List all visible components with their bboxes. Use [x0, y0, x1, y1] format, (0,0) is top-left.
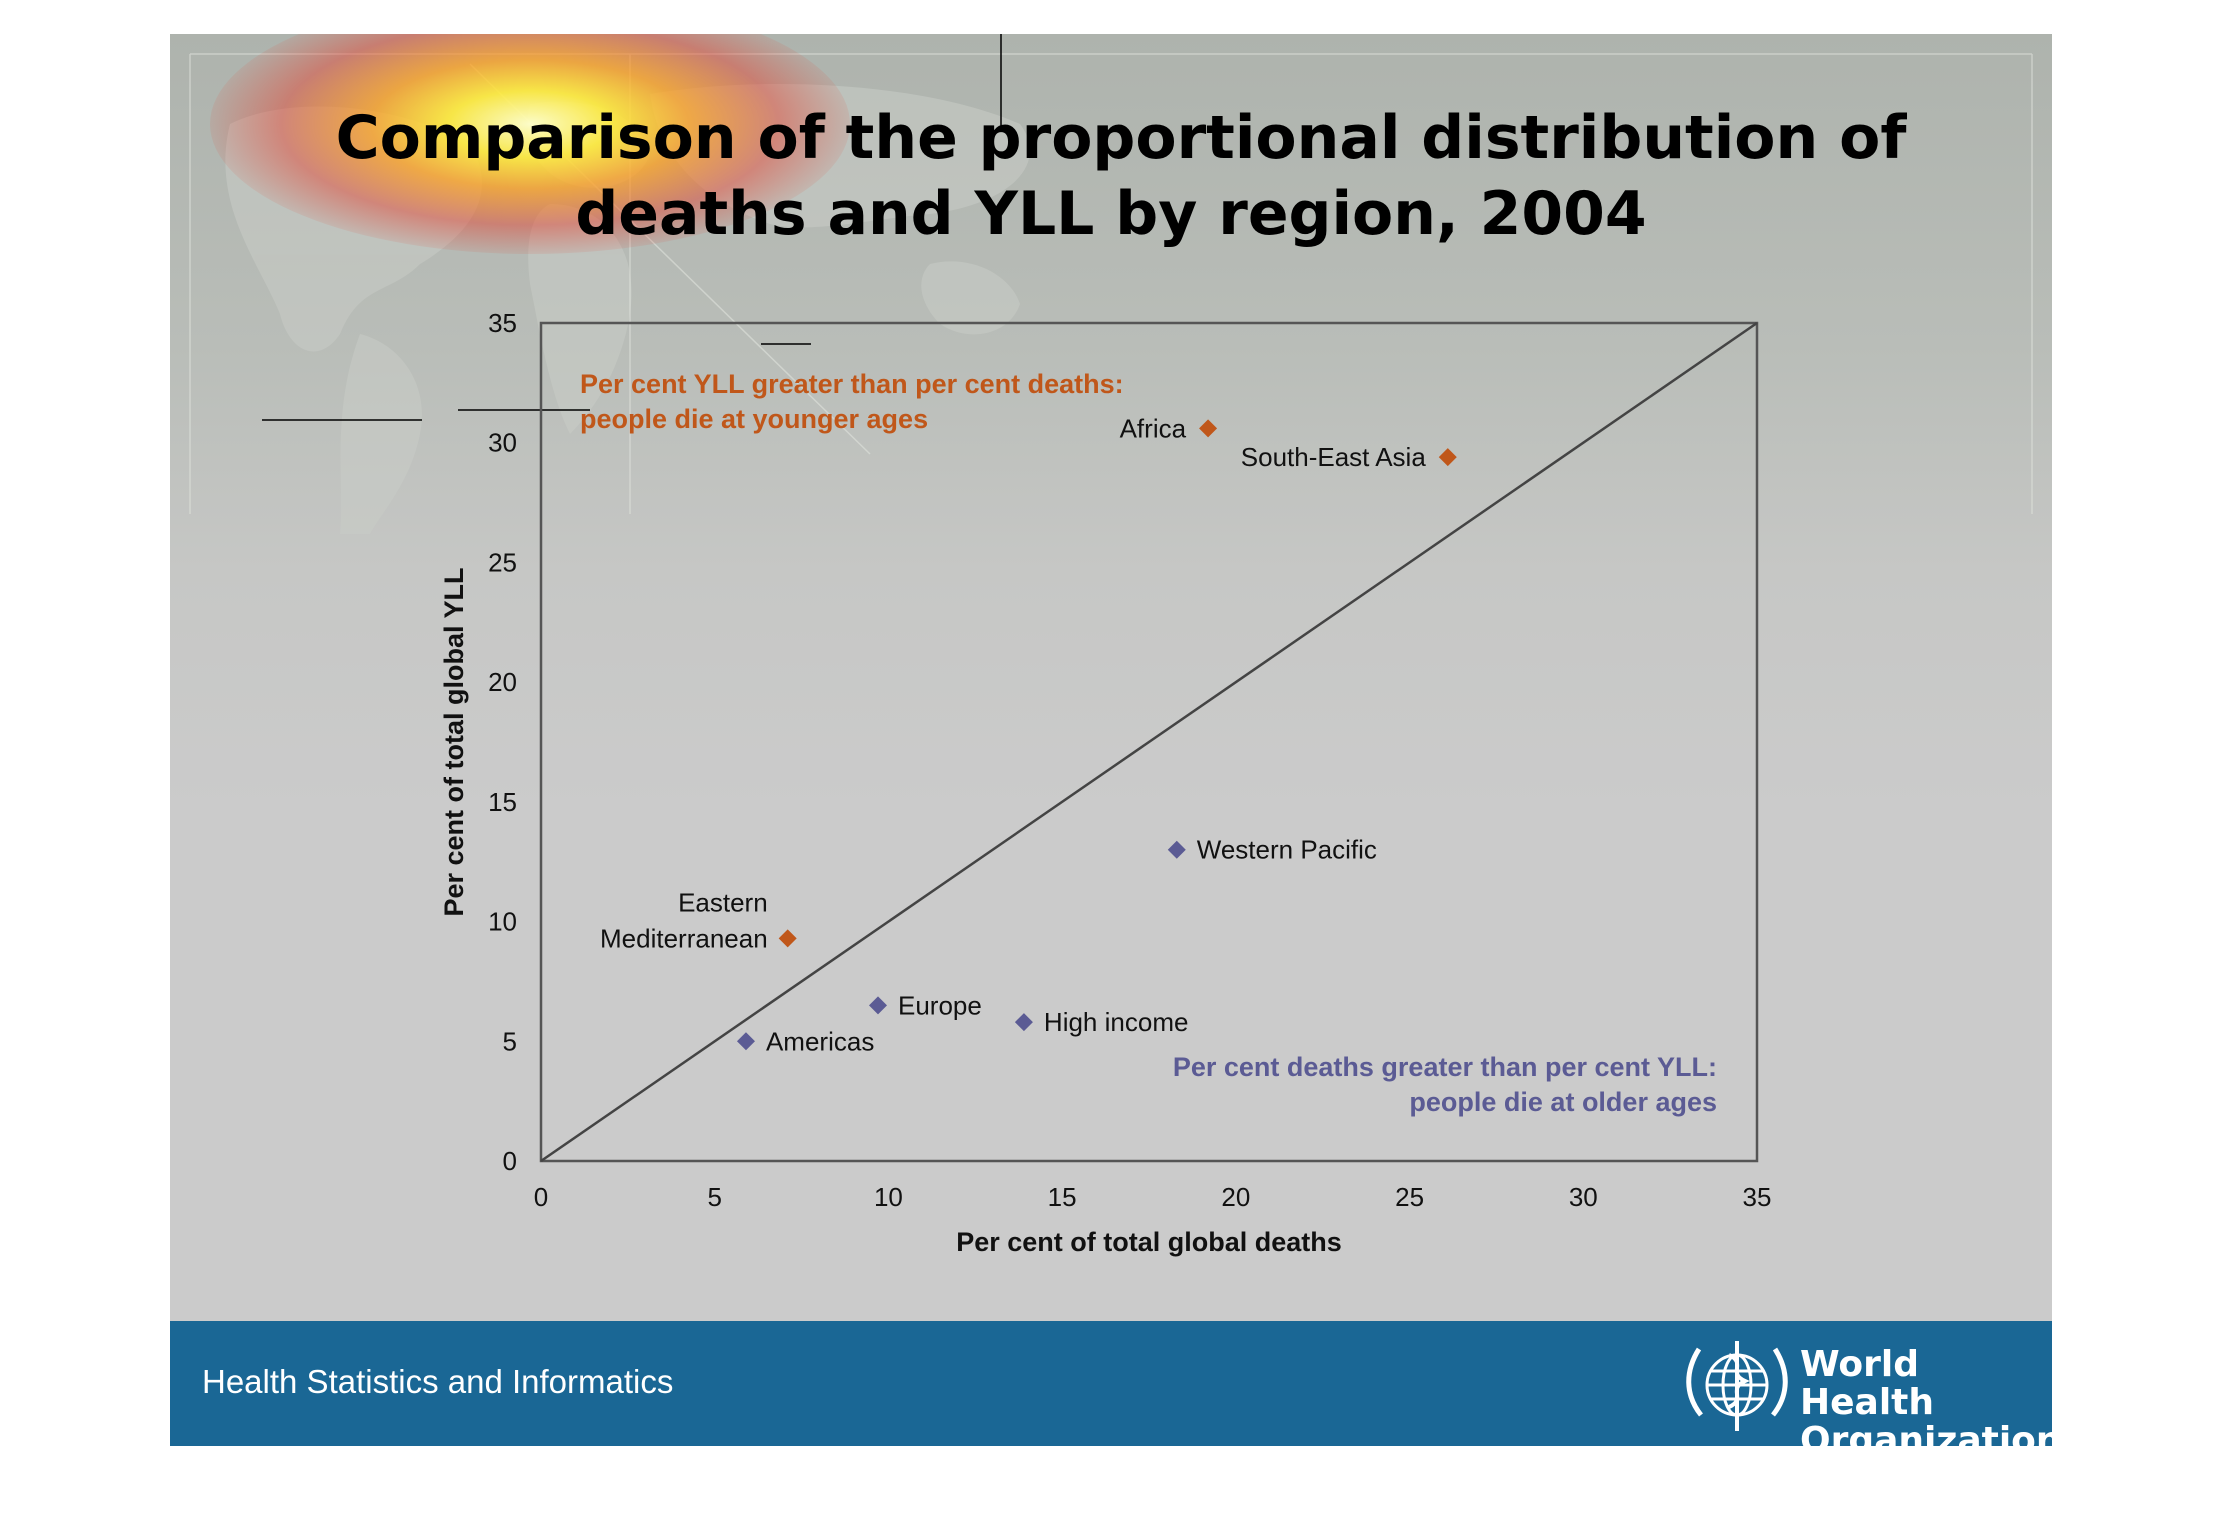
data-point — [1438, 448, 1457, 467]
who-wordmark-line-2: Organization — [1800, 1420, 2052, 1447]
y-tick-label: 15 — [488, 787, 517, 817]
equality-line — [540, 321, 1758, 1163]
data-point — [1199, 419, 1218, 438]
data-point — [778, 929, 797, 948]
footer-bar: Health Statistics and Informatics World … — [170, 1321, 2052, 1446]
y-tick-label: 0 — [503, 1146, 517, 1176]
who-wordmark: World Health Organization — [1800, 1344, 2052, 1447]
x-tick-label: 10 — [874, 1182, 903, 1212]
x-tick-label: 30 — [1569, 1182, 1598, 1212]
x-axis-label: Per cent of total global deaths — [956, 1227, 1342, 1257]
title-line-1: Comparison of the proportional distribut… — [335, 103, 1907, 173]
data-label: Africa — [1120, 413, 1187, 443]
title-line-2: deaths and YLL by region, 2004 — [575, 179, 1647, 249]
page-title: Comparison of the proportional distribut… — [170, 100, 2052, 252]
data-label: Eastern Mediterranean — [600, 887, 768, 953]
y-tick-label: 5 — [503, 1026, 517, 1056]
annotation-older-line-1: Per cent deaths greater than per cent YL… — [1173, 1052, 1717, 1082]
y-tick-label: 20 — [488, 667, 517, 697]
y-tick-label: 35 — [488, 308, 517, 338]
y-tick-label: 10 — [488, 907, 517, 937]
data-point — [1167, 840, 1186, 859]
x-tick-label: 5 — [707, 1182, 721, 1212]
stray-lines — [262, 34, 1002, 421]
annotation-younger-line-2: people die at younger ages — [580, 404, 928, 434]
who-wordmark-line-1: World Health — [1800, 1344, 1935, 1423]
plot-area: 0 5 10 15 20 25 30 35 0 5 10 15 20 25 30 35 Per cent of … — [439, 308, 1771, 1257]
slide: Comparison of the proportional distribut… — [170, 34, 2052, 1446]
data-label: Americas — [766, 1026, 874, 1056]
footer-department-text: Health Statistics and Informatics — [202, 1363, 674, 1400]
x-tick-label: 25 — [1395, 1182, 1424, 1212]
who-emblem-icon — [1686, 1341, 1788, 1431]
x-tick-label: 35 — [1743, 1182, 1772, 1212]
data-label: South-East Asia — [1241, 442, 1427, 472]
decorative-glow — [210, 34, 850, 254]
data-label: Europe — [898, 990, 982, 1020]
data-label-line: Eastern — [678, 887, 768, 917]
data-label: Western Pacific — [1197, 835, 1377, 865]
x-tick-label: 20 — [1221, 1182, 1250, 1212]
x-tick-label: 0 — [534, 1182, 548, 1212]
y-axis-label: Per cent of total global YLL — [439, 567, 469, 916]
data-label-line: Mediterranean — [600, 923, 768, 953]
y-tick-label: 30 — [488, 428, 517, 458]
annotation-older-line-2: people die at older ages — [1409, 1087, 1717, 1117]
data-point — [736, 1032, 755, 1051]
data-point — [1014, 1013, 1033, 1032]
x-tick-label: 15 — [1048, 1182, 1077, 1212]
plot-frame — [539, 321, 1759, 1163]
y-tick-label: 25 — [488, 547, 517, 577]
data-point — [869, 996, 888, 1015]
data-label: High income — [1044, 1007, 1189, 1037]
annotation-younger-line-1: Per cent YLL greater than per cent death… — [580, 369, 1124, 399]
